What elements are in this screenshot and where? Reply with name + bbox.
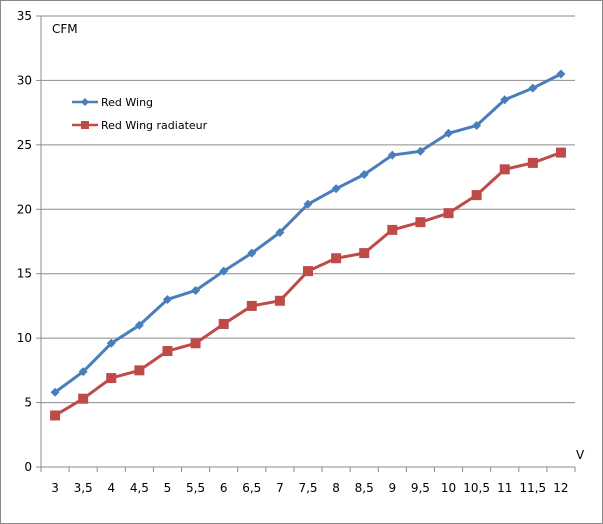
y-tick-label: 35 bbox=[17, 9, 32, 23]
legend: Red Wing Red Wing radiateur bbox=[72, 96, 208, 132]
series-red-wing-radiateur bbox=[50, 147, 566, 421]
data-point bbox=[528, 83, 538, 93]
x-tick-label: 5 bbox=[164, 481, 172, 495]
y-tick-label: 25 bbox=[17, 138, 32, 152]
data-point bbox=[500, 95, 510, 105]
data-point bbox=[247, 248, 257, 258]
y-tick-label: 15 bbox=[17, 267, 32, 281]
data-point bbox=[106, 373, 117, 384]
y-tick-label: 10 bbox=[17, 331, 32, 345]
data-point bbox=[50, 410, 61, 421]
legend-label-red-wing-radiateur: Red Wing radiateur bbox=[101, 119, 208, 132]
data-point bbox=[555, 147, 566, 158]
x-tick-labels: 3 3,5 4 4,5 5 5,5 6 6,5 7 7,5 8 8,5 9 9,5 10 10,5 11 11,5… bbox=[51, 481, 568, 495]
data-point bbox=[359, 248, 370, 259]
data-point bbox=[134, 320, 144, 330]
data-point bbox=[387, 224, 398, 235]
data-point bbox=[78, 367, 88, 377]
x-tick-label: 4,5 bbox=[130, 481, 149, 495]
data-point bbox=[387, 150, 397, 160]
data-point bbox=[218, 318, 229, 329]
data-point bbox=[106, 338, 116, 348]
data-point bbox=[331, 184, 341, 194]
data-point bbox=[162, 294, 172, 304]
data-point bbox=[219, 266, 229, 276]
x-tick-label: 6,5 bbox=[242, 481, 261, 495]
data-point bbox=[415, 217, 426, 228]
y-tick-label: 20 bbox=[17, 202, 32, 216]
data-point bbox=[443, 208, 454, 219]
x-tick-label: 3 bbox=[51, 481, 59, 495]
data-point bbox=[190, 338, 201, 349]
y-tick-labels: 0 5 10 15 20 25 30 35 bbox=[17, 9, 32, 474]
data-point bbox=[246, 300, 257, 311]
series-group bbox=[50, 69, 566, 421]
x-tick-label: 11 bbox=[497, 481, 512, 495]
x-tick-label: 8 bbox=[332, 481, 340, 495]
data-point bbox=[331, 253, 342, 264]
gridlines bbox=[36, 15, 575, 468]
x-tick-label: 8,5 bbox=[355, 481, 374, 495]
data-point bbox=[303, 199, 313, 209]
data-point bbox=[359, 169, 369, 179]
x-tick-label: 12 bbox=[553, 481, 568, 495]
x-tick-label: 10 bbox=[441, 481, 456, 495]
y-axis-label: CFM bbox=[52, 22, 78, 36]
series-line-red-wing-radiateur bbox=[54, 151, 562, 417]
data-point bbox=[274, 295, 285, 306]
legend-marker-red-wing-radiateur bbox=[81, 121, 89, 129]
x-tick-label: 3,5 bbox=[74, 481, 93, 495]
series-red-wing bbox=[50, 69, 566, 397]
x-tick-label: 7 bbox=[276, 481, 284, 495]
legend-marker-red-wing bbox=[81, 98, 89, 106]
data-point bbox=[275, 227, 285, 237]
data-point bbox=[556, 69, 566, 79]
data-point bbox=[444, 128, 454, 138]
data-point bbox=[78, 393, 89, 404]
data-point bbox=[472, 121, 482, 131]
x-tick-label: 11,5 bbox=[519, 481, 546, 495]
y-tick-label: 5 bbox=[24, 396, 32, 410]
x-tick-label: 9 bbox=[388, 481, 396, 495]
legend-item-red-wing-radiateur: Red Wing radiateur bbox=[72, 119, 208, 132]
data-point bbox=[527, 157, 538, 168]
data-point bbox=[134, 365, 145, 376]
x-tick-label: 4 bbox=[107, 481, 115, 495]
data-point bbox=[499, 164, 510, 175]
x-tick-label: 7,5 bbox=[298, 481, 317, 495]
legend-item-red-wing: Red Wing bbox=[72, 96, 153, 109]
data-point bbox=[191, 285, 201, 295]
data-point bbox=[50, 387, 60, 397]
x-tick-label: 10,5 bbox=[463, 481, 490, 495]
x-axis-label: V bbox=[576, 448, 585, 462]
data-point bbox=[162, 346, 173, 357]
x-tick-label: 9,5 bbox=[411, 481, 430, 495]
data-point bbox=[303, 266, 313, 277]
y-tick-label: 30 bbox=[17, 73, 32, 87]
x-tick-label: 5,5 bbox=[186, 481, 205, 495]
data-point bbox=[415, 146, 425, 156]
y-tick-label: 0 bbox=[24, 460, 32, 474]
legend-label-red-wing: Red Wing bbox=[101, 96, 153, 109]
data-point bbox=[471, 190, 482, 201]
x-tick-label: 6 bbox=[220, 481, 228, 495]
axes bbox=[40, 16, 576, 472]
